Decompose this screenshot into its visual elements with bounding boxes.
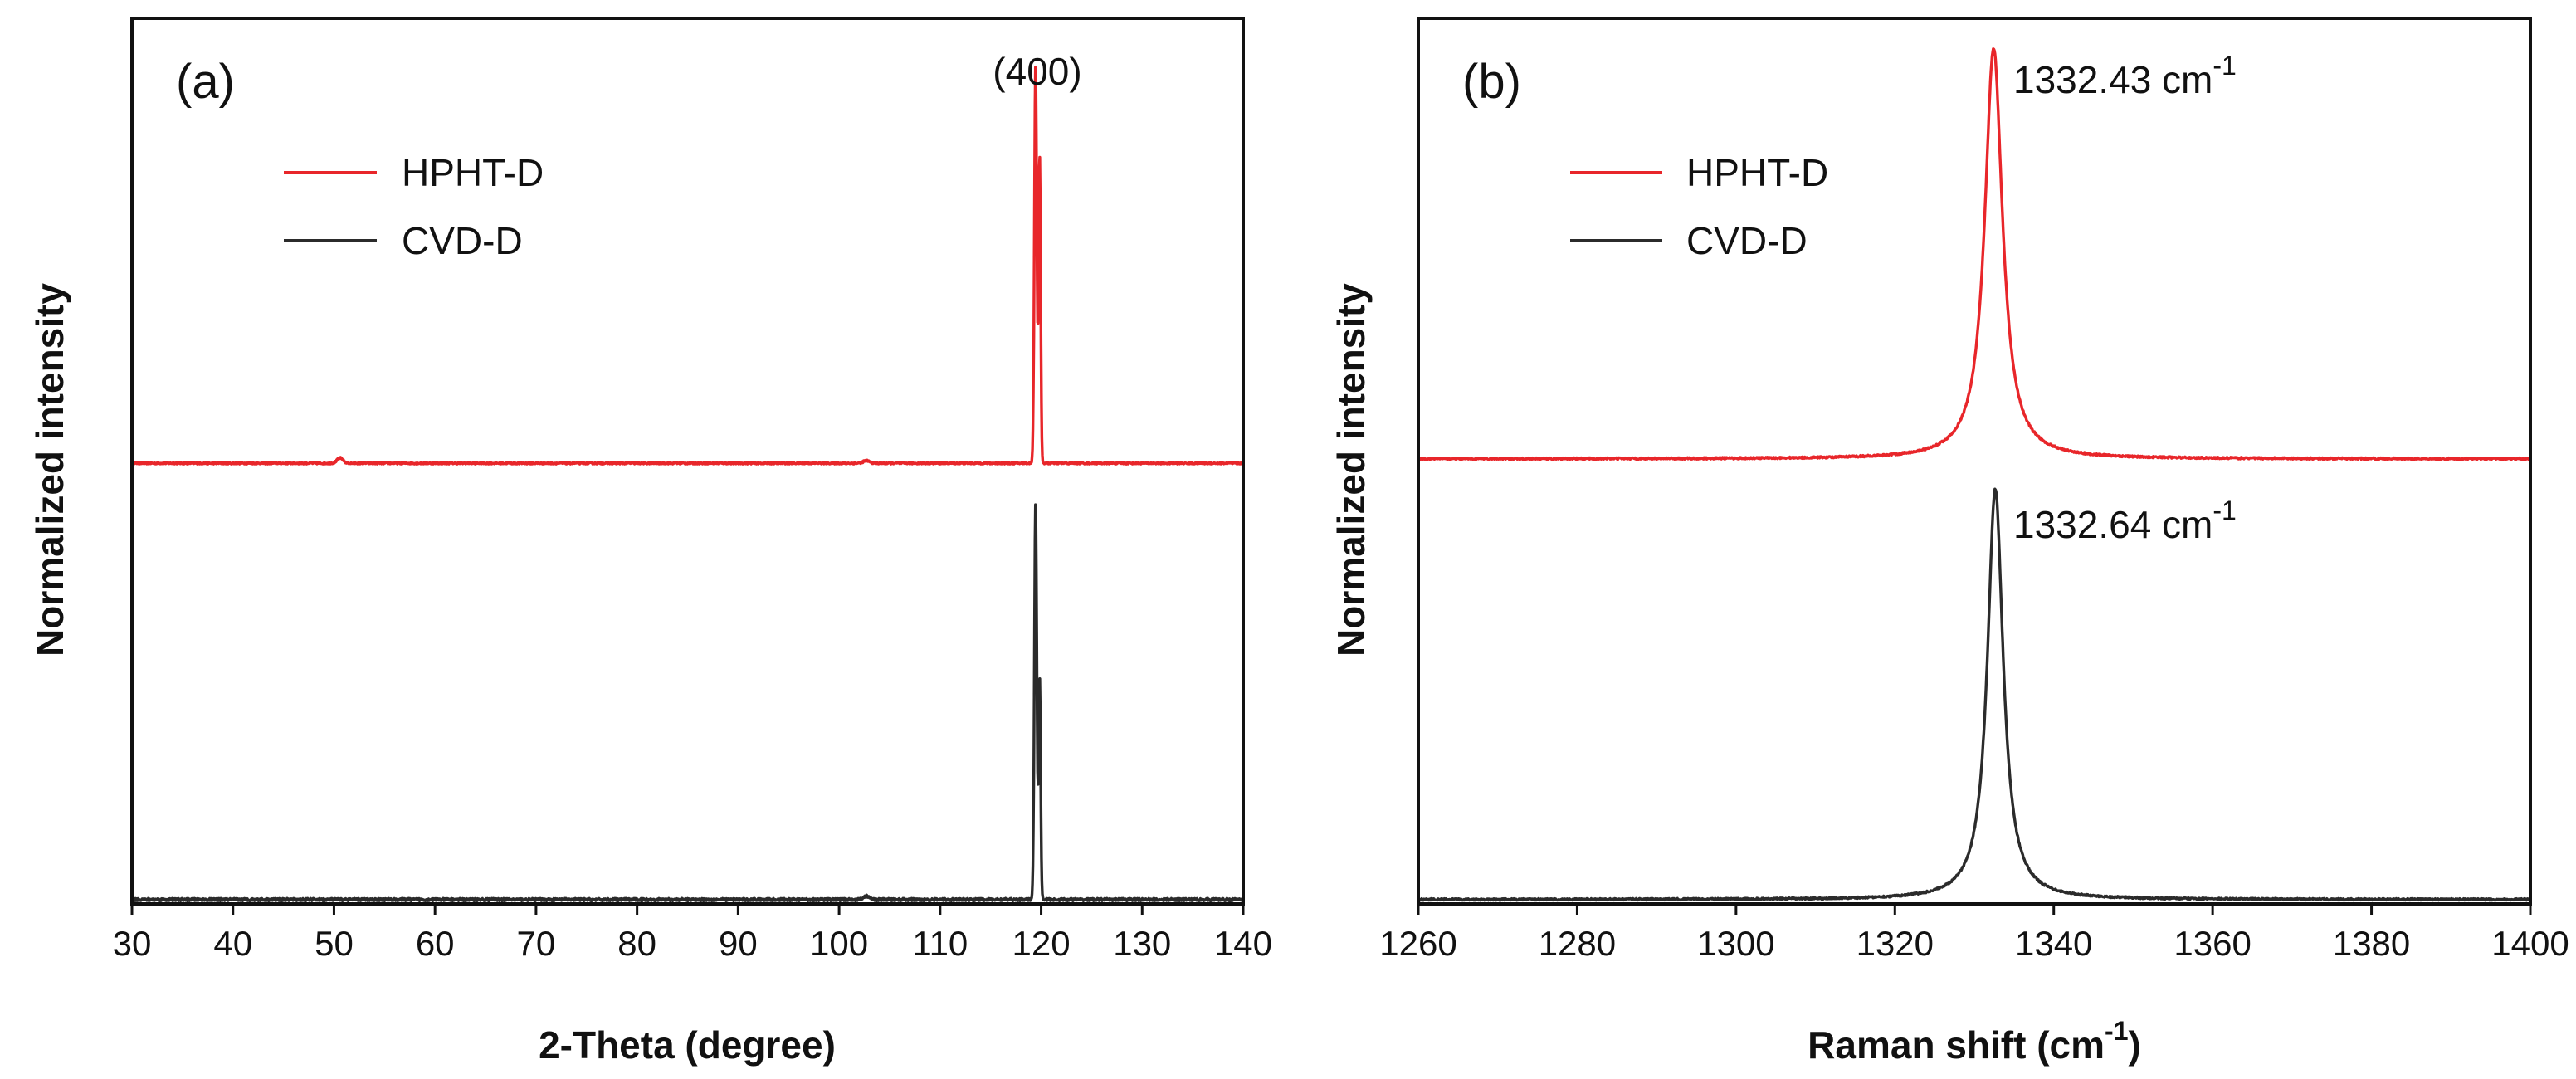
panel-a-x-tick-label-0: 30 — [113, 924, 152, 963]
panel-a-x-axis-label: 2-Theta (degree) — [539, 1023, 836, 1067]
panel-b-cvd-peak-annotation: 1332.64 cm-1 — [2013, 496, 2237, 546]
panel-a-legend: HPHT-D CVD-D — [284, 151, 544, 262]
panel-b-x-tick-label-4: 1340 — [2015, 924, 2092, 963]
panel-a-x-tick-label-2: 50 — [315, 924, 354, 963]
panel-b-x-ticks: 1260 1280 1300 1320 1340 1360 1380 1400 — [1379, 904, 2569, 963]
panel-a-legend-label-cvd: CVD-D — [402, 219, 523, 262]
panel-b-legend: HPHT-D CVD-D — [1570, 151, 1828, 262]
panel-b-x-tick-label-5: 1360 — [2174, 924, 2251, 963]
panel-a-x-tick-label-8: 110 — [912, 924, 968, 963]
panel-b-legend-label-hpht: HPHT-D — [1686, 151, 1828, 194]
panel-b-series-hpht-d — [1417, 47, 2532, 461]
panel-a-x-tick-label-10: 130 — [1113, 924, 1171, 963]
panel-b-x-tick-label-0: 1260 — [1379, 924, 1456, 963]
panel-b-x-tick-label-3: 1320 — [1856, 924, 1934, 963]
panel-b: Normalized intensity 1260 1280 1300 1320 134… — [1329, 17, 2569, 1067]
panel-a-label: (a) — [176, 55, 235, 109]
panel-a-x-tick-label-1: 40 — [213, 924, 252, 963]
panel-b-legend-label-cvd: CVD-D — [1686, 219, 1808, 262]
panel-a-frame — [130, 17, 1245, 906]
panel-b-frame — [1417, 17, 2532, 906]
panel-a-x-tick-label-11: 140 — [1214, 924, 1272, 963]
panel-a-plot-area — [130, 17, 1245, 906]
panel-b-label: (b) — [1462, 55, 1521, 109]
panel-b-plot-area — [1417, 17, 2532, 906]
panel-b-x-tick-label-1: 1280 — [1539, 924, 1616, 963]
panel-b-x-axis-label: Raman shift (cm-1) — [1808, 1016, 2141, 1067]
panel-a-x-tick-label-9: 120 — [1012, 924, 1071, 963]
panel-a-series-hpht-d — [130, 66, 1245, 466]
panel-a-series-cvd-d — [130, 503, 1245, 903]
panel-a-x-tick-label-4: 70 — [517, 924, 556, 963]
panel-b-x-tick-label-6: 1380 — [2333, 924, 2410, 963]
panel-b-x-tick-label-2: 1300 — [1697, 924, 1774, 963]
panel-b-hpht-peak-annotation: 1332.43 cm-1 — [2013, 51, 2237, 101]
panel-a-peak-annotation: (400) — [993, 50, 1081, 93]
panel-b-series-cvd-d — [1417, 487, 2532, 902]
panel-a-x-tick-label-5: 80 — [617, 924, 656, 963]
panel-a-legend-label-hpht: HPHT-D — [402, 151, 544, 194]
panel-a-y-axis-label: Normalized intensity — [28, 283, 71, 657]
panel-a-x-tick-label-6: 90 — [719, 924, 758, 963]
panel-a-x-tick-label-7: 100 — [810, 924, 868, 963]
panel-b-y-axis-label: Normalized intensity — [1329, 283, 1373, 657]
panel-b-x-tick-label-7: 1400 — [2491, 924, 2569, 963]
panel-a: Normalized intensity 30 40 50 60 70 80 90 100 11… — [28, 17, 1272, 1067]
panel-a-x-tick-label-3: 60 — [416, 924, 455, 963]
panel-a-x-ticks: 30 40 50 60 70 80 90 100 110 120 130 140 — [113, 904, 1272, 963]
